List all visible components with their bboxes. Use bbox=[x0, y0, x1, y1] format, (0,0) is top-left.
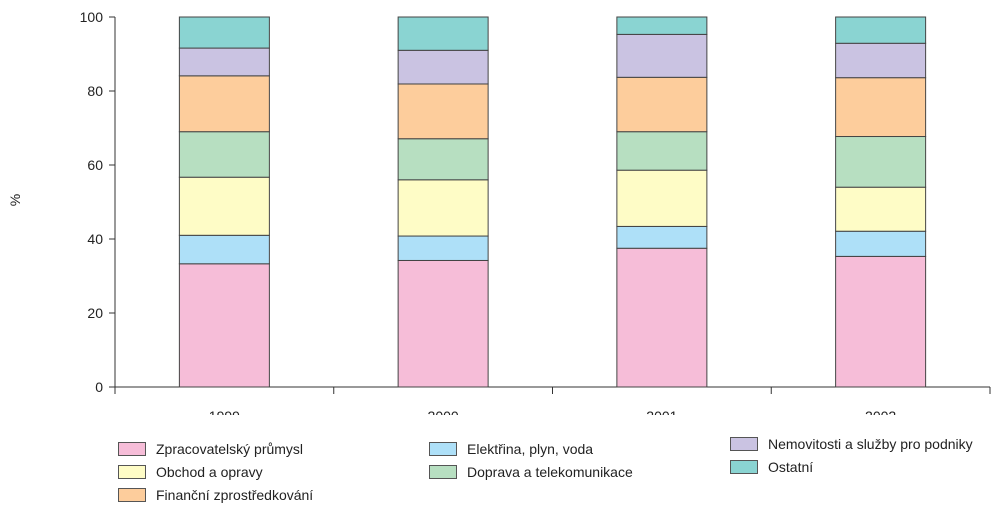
bar-segment-1999-4 bbox=[178, 75, 270, 133]
bar-segment-2000-4 bbox=[397, 83, 489, 140]
bar-segment-1999-3 bbox=[178, 131, 270, 178]
y-tick-label: 20 bbox=[87, 305, 103, 321]
legend-swatch-doprava-a-telekomunikace bbox=[429, 465, 457, 479]
bar-segment-2000-1 bbox=[397, 235, 489, 261]
bar-segment-1999-2 bbox=[178, 176, 270, 236]
bar-segment-1999-1 bbox=[178, 234, 270, 265]
legend-label-doprava-a-telekomunikace: Doprava a telekomunikace bbox=[467, 464, 633, 480]
bar-segment-2001-4 bbox=[616, 76, 708, 133]
y-axis: 0 20 40 60 80 100 bbox=[80, 9, 116, 395]
legend-item-zpracovatelsky-prumysl: Zpracovatelský průmysl bbox=[118, 441, 303, 457]
bar-segment-2001-6 bbox=[616, 16, 708, 35]
y-tick-label: 60 bbox=[87, 157, 103, 173]
bar-segment-2002-5 bbox=[835, 42, 927, 79]
x-tick-label: 1999 bbox=[209, 408, 240, 415]
legend-label-elektrina-plyn-voda: Elektřina, plyn, voda bbox=[467, 441, 594, 457]
bar-segment-2001-3 bbox=[616, 131, 708, 171]
legend-label-ostatni: Ostatní bbox=[768, 459, 814, 475]
legend-label-obchod-a-opravy: Obchod a opravy bbox=[156, 464, 263, 480]
legend-item-financni-zprostredkovani: Finanční zprostředkování bbox=[118, 487, 313, 503]
legend-swatch-zpracovatelsky-prumysl bbox=[118, 442, 146, 456]
bar-segment-2001-5 bbox=[616, 33, 708, 78]
bars bbox=[178, 16, 927, 388]
legend-item-doprava-a-telekomunikace: Doprava a telekomunikace bbox=[429, 464, 633, 480]
x-tick-label: 2002 bbox=[865, 408, 896, 415]
legend-label-financni-zprostredkovani: Finanční zprostředkování bbox=[156, 487, 314, 503]
legend-swatch-elektrina-plyn-voda bbox=[429, 442, 457, 456]
legend-item-elektrina-plyn-voda: Elektřina, plyn, voda bbox=[429, 441, 593, 457]
legend-swatch-obchod-a-opravy bbox=[118, 465, 146, 479]
legend-item-ostatni: Ostatní bbox=[730, 459, 813, 475]
bar-segment-2002-1 bbox=[835, 230, 927, 257]
bar-segment-2002-2 bbox=[835, 186, 927, 232]
legend-swatch-nemovitosti-a-sluzby bbox=[730, 437, 758, 451]
legend-label-zpracovatelsky-prumysl: Zpracovatelský průmysl bbox=[156, 441, 304, 457]
x-axis: 1999 2000 2001 2002 bbox=[114, 386, 991, 415]
bar-segment-1999-6 bbox=[178, 16, 270, 49]
x-tick-label: 2000 bbox=[428, 408, 459, 415]
bar-segment-2002-4 bbox=[835, 77, 927, 138]
bar-segment-2002-6 bbox=[835, 16, 927, 44]
bar-segment-2000-3 bbox=[397, 138, 489, 181]
bar-segment-2001-2 bbox=[616, 169, 708, 227]
legend-item-nemovitosti-a-sluzby: Nemovitosti a služby pro podniky bbox=[730, 436, 973, 452]
legend-swatch-ostatni bbox=[730, 460, 758, 474]
legend-label-nemovitosti-a-sluzby: Nemovitosti a služby pro podniky bbox=[768, 436, 973, 452]
bar-segment-1999-0 bbox=[178, 263, 270, 388]
bar-segment-2000-2 bbox=[397, 179, 489, 237]
y-tick-label: 0 bbox=[95, 379, 103, 395]
x-tick-label: 2001 bbox=[646, 408, 677, 415]
y-tick-label: 40 bbox=[87, 231, 103, 247]
bar-segment-2000-5 bbox=[397, 49, 489, 85]
bar-segment-2002-0 bbox=[835, 255, 927, 388]
bar-segment-2001-1 bbox=[616, 225, 708, 249]
bar-segment-1999-5 bbox=[178, 47, 270, 77]
bar-segment-2002-3 bbox=[835, 136, 927, 188]
legend-swatch-financni-zprostredkovani bbox=[118, 488, 146, 502]
y-axis-label: % bbox=[7, 194, 23, 206]
stacked-bar-chart: % 0 20 40 60 80 100 1999 2000 2001 2002 bbox=[7, 9, 991, 415]
bar-segment-2000-0 bbox=[397, 259, 489, 388]
y-tick-label: 80 bbox=[87, 83, 103, 99]
legend-item-obchod-a-opravy: Obchod a opravy bbox=[118, 464, 263, 480]
bar-segment-2000-6 bbox=[397, 16, 489, 51]
y-tick-label: 100 bbox=[80, 9, 104, 25]
bar-segment-2001-0 bbox=[616, 247, 708, 388]
